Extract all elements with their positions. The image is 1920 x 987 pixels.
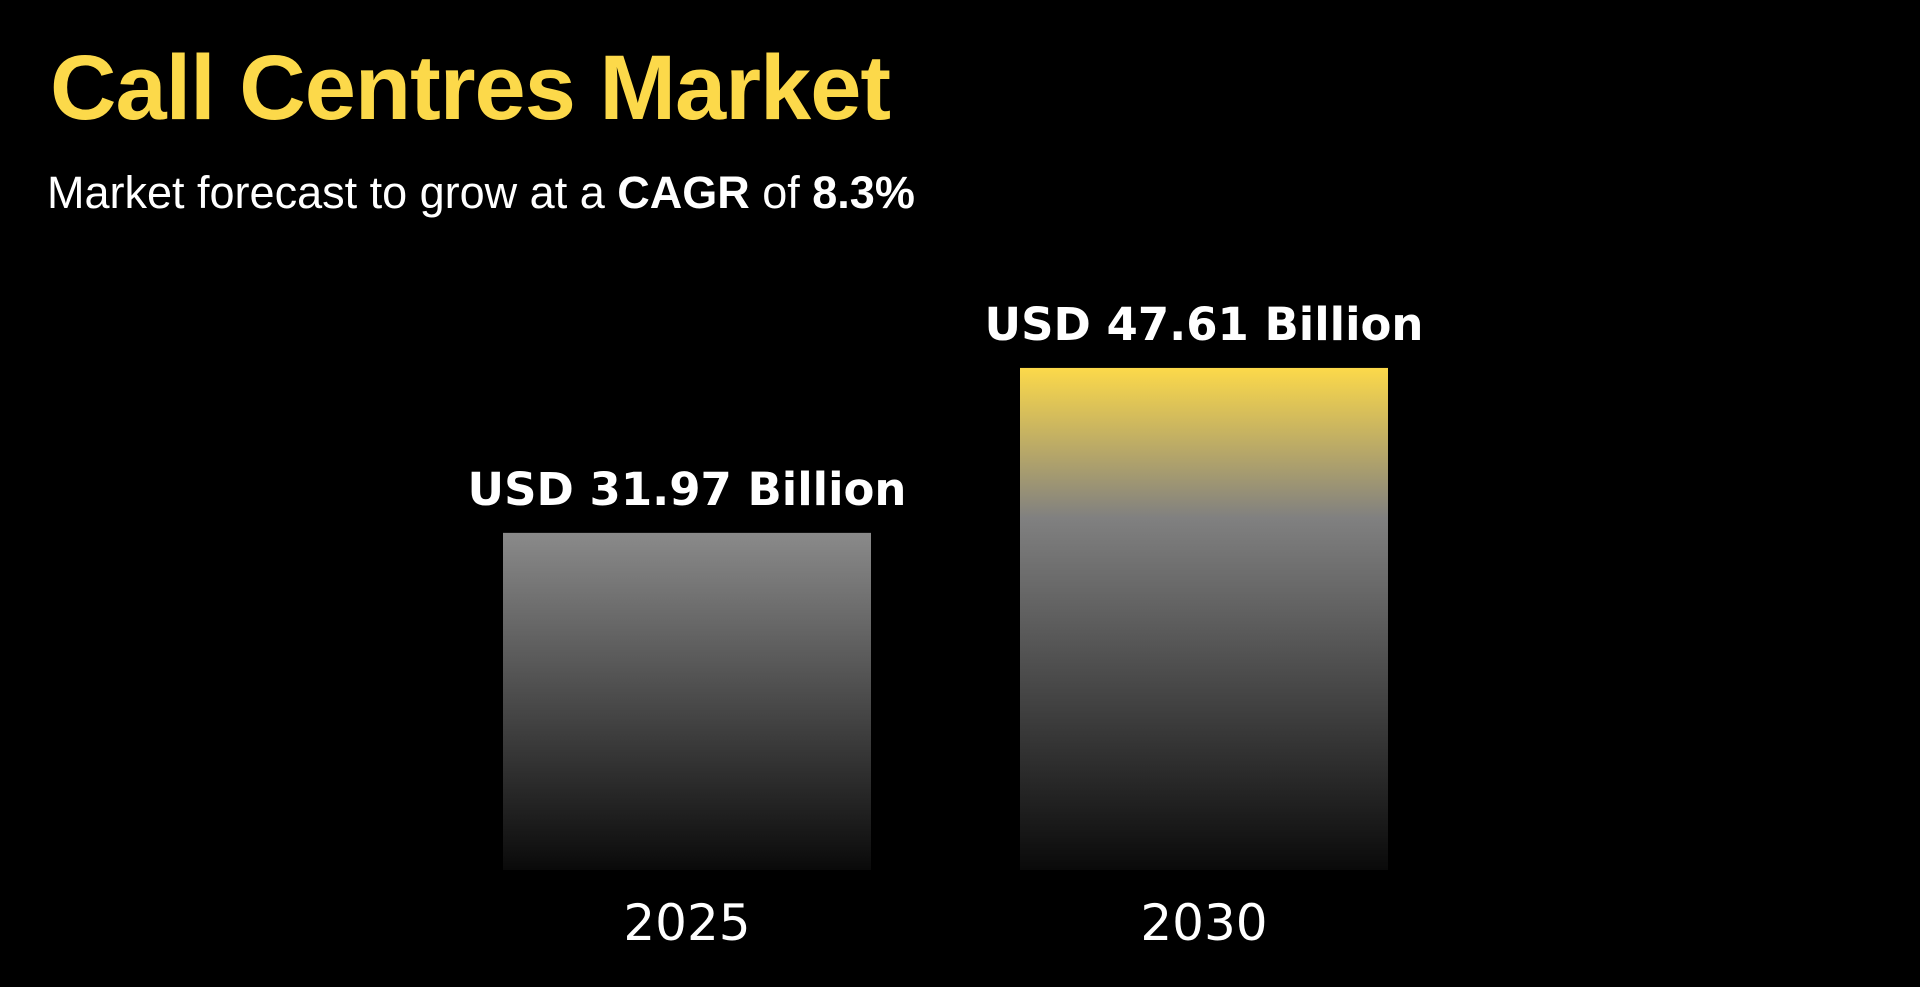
category-label-2025: 2025 xyxy=(623,894,750,952)
bar-2025 xyxy=(503,532,871,870)
page-title: Call Centres Market xyxy=(50,37,891,139)
subtitle-mid: of xyxy=(749,167,813,218)
category-label-2030: 2030 xyxy=(1140,894,1267,952)
data-label-2025: USD 31.97 Billion xyxy=(468,463,907,516)
subtitle-prefix: Market forecast to grow at a xyxy=(47,167,618,218)
bars-layer: USD 31.97 Billion 2025 USD 47.61 Billion 20… xyxy=(468,298,1424,952)
subtitle-cagr-label: CAGR xyxy=(617,167,750,218)
data-label-2030: USD 47.61 Billion xyxy=(985,298,1424,351)
subtitle-cagr-value: 8.3% xyxy=(812,167,915,218)
bar-2030 xyxy=(1020,367,1388,870)
subtitle: Market forecast to grow at a CAGR of 8.3… xyxy=(47,170,915,215)
